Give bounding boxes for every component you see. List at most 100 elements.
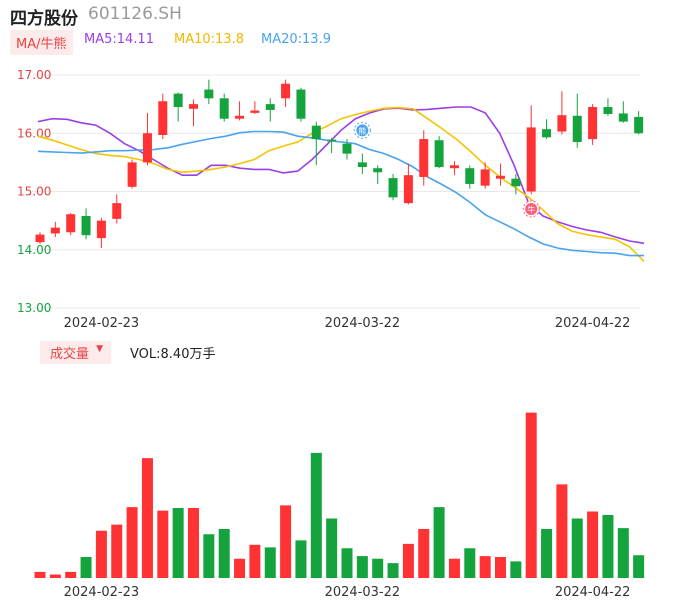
volume-value-label: VOL:8.40万手 [130, 347, 216, 362]
volume-chip-label: 成交量 [50, 347, 90, 362]
candle-body[interactable] [142, 133, 152, 163]
candle-body[interactable] [158, 101, 168, 135]
volume-bar[interactable] [495, 557, 506, 578]
price-y-tick-label: 15.00 [17, 185, 51, 199]
bear-badge-icon-label: 熊 [358, 126, 366, 136]
volume-bar[interactable] [448, 558, 460, 578]
candle-body[interactable] [357, 162, 367, 168]
candle-body[interactable] [35, 234, 45, 243]
candle-body[interactable] [542, 129, 552, 138]
candle-body[interactable] [281, 83, 291, 99]
volume-bar[interactable] [65, 571, 77, 578]
candle-body[interactable] [296, 89, 306, 119]
volume-bar[interactable] [372, 558, 384, 578]
volume-bar[interactable] [479, 556, 491, 578]
candle-body[interactable] [557, 115, 567, 132]
volume-bar[interactable] [49, 574, 61, 579]
volume-bar[interactable] [172, 508, 184, 578]
candle-body[interactable] [204, 89, 214, 99]
volume-bar[interactable] [525, 412, 537, 578]
candle-body[interactable] [250, 110, 260, 113]
volume-bar[interactable] [188, 508, 199, 578]
candle-body[interactable] [189, 104, 198, 109]
candle-body[interactable] [219, 98, 229, 119]
volume-bar[interactable] [510, 561, 522, 578]
candle-body[interactable] [618, 113, 628, 122]
volume-bar[interactable] [295, 540, 307, 578]
volume-bar[interactable] [126, 507, 138, 578]
candle-body[interactable] [173, 93, 183, 108]
candle-body[interactable] [81, 215, 91, 236]
ma-line-ma10 [37, 106, 645, 262]
volume-bar[interactable] [402, 543, 414, 578]
volume-bar[interactable] [587, 511, 599, 579]
candle-body[interactable] [66, 214, 76, 233]
candle-body[interactable] [235, 115, 245, 119]
candle-body[interactable] [449, 165, 459, 169]
candle-body[interactable] [526, 127, 536, 192]
ma5-label: MA5:14.11 [84, 32, 154, 47]
volume-bar[interactable] [464, 548, 476, 578]
candle-body[interactable] [511, 178, 521, 187]
candle-body[interactable] [419, 139, 429, 177]
volume-bar[interactable] [571, 518, 583, 579]
volume-bar[interactable] [218, 529, 230, 578]
volume-bar[interactable] [141, 458, 153, 578]
volume-bar[interactable] [264, 547, 276, 578]
volume-bar[interactable] [433, 507, 445, 578]
candle-body[interactable] [496, 175, 505, 179]
volume-bar[interactable] [310, 452, 322, 578]
candle-body[interactable] [373, 168, 383, 173]
volume-bar[interactable] [387, 563, 399, 578]
volume-bar[interactable] [541, 529, 553, 578]
bull-badge-icon [525, 202, 538, 215]
volume-bar[interactable] [80, 557, 92, 578]
candle-body[interactable] [50, 227, 60, 234]
volume-x-tick-label: 2024-04-22 [555, 585, 631, 600]
candle-body[interactable] [588, 107, 598, 140]
volume-x-tick-label: 2024-02-23 [64, 585, 140, 600]
volume-bar[interactable] [356, 556, 368, 578]
volume-bar[interactable] [617, 528, 629, 578]
candle-body[interactable] [603, 107, 613, 115]
ma-line-ma20 [37, 130, 644, 257]
candle-body[interactable] [342, 143, 352, 154]
volume-bar[interactable] [34, 571, 46, 578]
volume-bar[interactable] [249, 544, 261, 578]
price-x-tick-label: 2024-02-23 [64, 316, 140, 331]
ma-indicator-chip[interactable]: MA/牛熊 [10, 30, 73, 55]
volume-bar[interactable] [203, 534, 215, 578]
volume-bar[interactable] [633, 555, 645, 578]
candle-body[interactable] [480, 169, 490, 186]
volume-indicator-chip[interactable]: 成交量 ▼ [40, 341, 112, 364]
candle-body[interactable] [388, 178, 398, 198]
candle-body[interactable] [465, 168, 475, 184]
volume-bar[interactable] [341, 548, 353, 578]
volume-bar[interactable] [326, 518, 338, 579]
volume-bar[interactable] [556, 484, 568, 578]
candle-body[interactable] [327, 139, 337, 142]
candle-body[interactable] [127, 162, 137, 187]
ma20-label: MA20:13.9 [261, 32, 331, 47]
price-x-tick-label: 2024-04-22 [555, 316, 631, 331]
volume-bar[interactable] [602, 515, 614, 578]
chevron-down-icon: ▼ [96, 344, 104, 354]
volume-bar[interactable] [418, 529, 430, 578]
ma10-label: MA10:13.8 [174, 32, 244, 47]
volume-bar[interactable] [234, 558, 246, 578]
volume-bar[interactable] [95, 530, 107, 578]
candle-body[interactable] [403, 175, 413, 204]
volume-bar[interactable] [157, 510, 169, 578]
volume-bar[interactable] [280, 505, 292, 578]
price-y-tick-label: 13.00 [17, 301, 51, 315]
candle-body[interactable] [112, 203, 122, 219]
price-y-tick-label: 14.00 [17, 243, 51, 257]
candle-body[interactable] [265, 104, 275, 110]
candle-body[interactable] [634, 116, 644, 134]
candle-body[interactable] [96, 220, 106, 239]
candle-body[interactable] [311, 125, 321, 140]
candle-body[interactable] [572, 115, 582, 142]
candle-body[interactable] [434, 140, 444, 168]
volume-bar[interactable] [111, 524, 123, 578]
stock-code: 601126.SH [88, 4, 182, 24]
